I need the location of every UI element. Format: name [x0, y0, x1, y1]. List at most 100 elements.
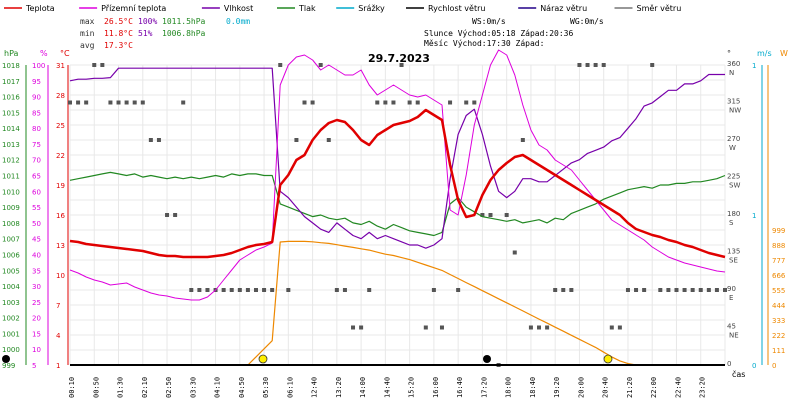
- wind-dir-point: [617, 325, 622, 330]
- wind-dir-point: [165, 213, 170, 217]
- wind-dir-point: [197, 288, 202, 292]
- tick-pct: 70: [32, 157, 41, 165]
- tick-dir-name: W: [729, 144, 736, 152]
- tick-dir: 360: [727, 60, 740, 68]
- tick-hpa: 1009: [2, 204, 20, 212]
- axis-title-deg: °: [727, 49, 731, 58]
- tick-w: 999: [772, 227, 785, 235]
- tick-time: 00:10: [68, 377, 76, 398]
- legend-label: Náraz větru: [540, 4, 587, 13]
- tick-pct: 95: [32, 78, 41, 86]
- tick-pct: 100: [32, 62, 45, 70]
- wind-dir-point: [666, 288, 671, 292]
- wind-dir-point: [189, 288, 194, 292]
- tick-c: 31: [56, 62, 65, 70]
- tick-c: 25: [56, 122, 65, 130]
- tick-c: 16: [56, 212, 65, 220]
- wind-dir-point: [674, 288, 679, 292]
- tick-time: 20:40: [602, 377, 610, 398]
- wind-dir-point: [609, 325, 614, 330]
- tick-w: 555: [772, 287, 785, 295]
- wind-dir-point: [625, 288, 630, 292]
- tick-pct: 60: [32, 188, 41, 196]
- tick-time: 06:10: [286, 377, 294, 398]
- wind-dir-point: [383, 100, 388, 105]
- info-ws: WS:0m/s: [472, 17, 506, 26]
- tick-ms: 1: [752, 62, 756, 70]
- wind-dir-point: [326, 138, 331, 142]
- tick-hpa: 1008: [2, 220, 20, 228]
- tick-hpa: 1000: [2, 346, 20, 354]
- sun-moon-info: WS:0m/s WG:0m/s Slunce Východ:05:18 Zápa…: [424, 17, 604, 48]
- wind-dir-point: [537, 325, 542, 330]
- wind-dir-point: [448, 100, 453, 105]
- wind-dir-point: [642, 288, 647, 292]
- tick-time: 04:50: [238, 377, 246, 398]
- wind-dir-point: [456, 288, 461, 292]
- tick-hpa: 1017: [2, 78, 20, 86]
- tick-ms: 0: [752, 362, 756, 370]
- tick-w: 666: [772, 272, 786, 280]
- wind-dir-point: [181, 100, 186, 105]
- stat-max-press: 1011.5hPa: [162, 17, 206, 26]
- tick-time: 01:30: [117, 377, 125, 398]
- tick-time: 00:50: [92, 377, 100, 398]
- wind-dir-point: [132, 100, 137, 105]
- tick-time: 03:30: [189, 377, 197, 398]
- tick-c: 28: [56, 92, 65, 100]
- tick-pct: 10: [32, 346, 41, 354]
- wind-dir-point: [528, 325, 533, 330]
- tick-time: 13:20: [335, 377, 343, 398]
- wind-dir-point: [601, 63, 606, 67]
- wind-dir-point: [68, 100, 72, 105]
- wind-dir-point: [553, 288, 558, 292]
- wind-dir-point: [415, 100, 420, 105]
- tick-dir-name: SW: [729, 182, 740, 190]
- tick-time: 04:10: [214, 377, 222, 398]
- tick-dir-name: SE: [729, 257, 738, 265]
- wind-dir-point: [318, 63, 323, 67]
- tick-c: 4: [56, 332, 61, 340]
- tick-dir-name: NE: [729, 332, 739, 340]
- tick-c: 22: [56, 152, 65, 160]
- tick-time: 18:40: [529, 377, 537, 398]
- wind-dir-point: [253, 288, 258, 292]
- tick-hpa: 999: [2, 362, 15, 370]
- legend-label: Teplota: [25, 4, 55, 13]
- wind-dir-point: [545, 325, 550, 330]
- tick-pct: 75: [32, 141, 41, 149]
- tick-time: 15:20: [408, 377, 416, 398]
- tick-time: 14:00: [359, 377, 367, 398]
- wind-dir-point: [431, 288, 436, 292]
- wind-dir-point: [577, 63, 582, 67]
- axis-title-ms: m/s: [757, 49, 772, 58]
- tick-dir: 45: [727, 323, 736, 331]
- plot-area: [2, 49, 727, 367]
- stat-avg-temp: 17.3°C: [104, 41, 133, 50]
- axis-title-w: W: [780, 49, 788, 58]
- tick-w: 333: [772, 317, 785, 325]
- tick-hpa: 1002: [2, 315, 20, 323]
- tick-time: 20:00: [577, 377, 585, 398]
- tick-dir: 225: [727, 173, 740, 181]
- wind-dir-point: [100, 63, 105, 67]
- wind-dir-point: [480, 213, 485, 217]
- wind-dir-point: [302, 100, 307, 105]
- tick-w: 0: [772, 362, 776, 370]
- wind-dir-point: [108, 100, 113, 105]
- tick-pct: 5: [32, 362, 36, 370]
- wind-dir-point: [237, 288, 242, 292]
- wind-dir-point: [278, 63, 283, 67]
- tick-hpa: 1016: [2, 94, 20, 102]
- sunset-marker: [603, 354, 613, 364]
- tick-pct: 50: [32, 220, 41, 228]
- wind-dir-point: [270, 288, 275, 292]
- legend-label: Směr větru: [637, 4, 682, 13]
- wind-dir-point: [399, 63, 404, 67]
- axes: 1018101710161015101410131012101110101009…: [2, 60, 786, 398]
- tick-time: 22:40: [674, 377, 682, 398]
- chart-title: 29.7.2023: [368, 52, 430, 65]
- stat-max-hum: 100%: [138, 17, 157, 26]
- tick-w: 222: [772, 332, 785, 340]
- series-temperature: [69, 108, 726, 259]
